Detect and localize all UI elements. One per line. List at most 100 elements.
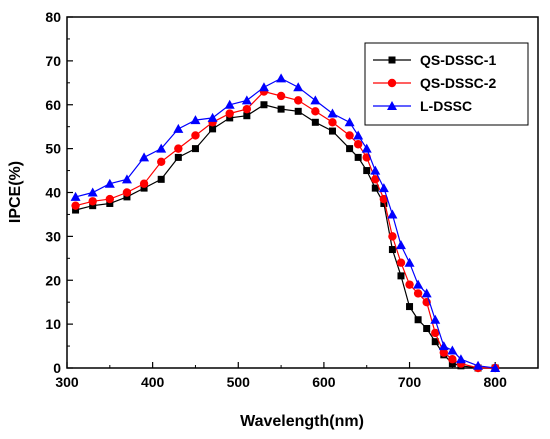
data-point bbox=[157, 157, 166, 166]
data-point bbox=[241, 95, 252, 105]
data-point bbox=[311, 107, 320, 116]
x-tick-label: 500 bbox=[227, 374, 251, 390]
series-qs-dssc-2 bbox=[71, 87, 500, 373]
data-point bbox=[395, 240, 406, 250]
data-point bbox=[421, 288, 432, 298]
data-point bbox=[276, 91, 286, 101]
data-point bbox=[207, 112, 218, 122]
data-point bbox=[371, 184, 379, 192]
data-point bbox=[431, 338, 439, 346]
data-point bbox=[70, 191, 81, 201]
series-l-dssc bbox=[70, 73, 501, 372]
data-point bbox=[139, 152, 150, 162]
data-point bbox=[396, 258, 406, 267]
axes-layer: 300 400 500 600 700 800 0 10 20 30 40 50 60 70 80 bbox=[45, 9, 507, 390]
data-point bbox=[174, 144, 183, 153]
y-tick-label: 50 bbox=[45, 141, 61, 157]
y-tick-label: 10 bbox=[45, 316, 61, 332]
data-point bbox=[225, 109, 234, 118]
data-point bbox=[353, 130, 364, 140]
legend-item: L-DSSC bbox=[373, 98, 472, 114]
data-point bbox=[293, 82, 304, 92]
data-point bbox=[354, 153, 362, 161]
data-point bbox=[378, 183, 389, 193]
data-point bbox=[405, 280, 414, 289]
data-point bbox=[439, 348, 448, 357]
data-point bbox=[89, 202, 97, 210]
data-point bbox=[191, 145, 199, 153]
data-point bbox=[242, 104, 252, 114]
data-point bbox=[387, 209, 398, 219]
data-point bbox=[361, 143, 372, 153]
data-point bbox=[404, 257, 415, 267]
data-point bbox=[72, 206, 80, 214]
data-point bbox=[277, 105, 285, 113]
y-tick-label: 40 bbox=[45, 185, 61, 201]
x-tick-label: 600 bbox=[312, 374, 336, 390]
data-point bbox=[105, 194, 115, 204]
series-layer bbox=[70, 73, 501, 373]
data-point bbox=[71, 201, 80, 210]
data-point bbox=[294, 107, 302, 115]
y-tick-label: 80 bbox=[45, 9, 61, 25]
data-point bbox=[406, 303, 414, 311]
data-point bbox=[414, 316, 422, 324]
data-point bbox=[190, 115, 201, 125]
x-axis-title: Wavelength(nm) bbox=[240, 413, 364, 430]
y-tick-label: 30 bbox=[45, 228, 61, 244]
y-tick-label: 60 bbox=[45, 97, 61, 113]
data-point bbox=[87, 187, 98, 197]
data-point bbox=[260, 101, 268, 109]
data-point bbox=[345, 131, 354, 140]
data-point bbox=[413, 279, 424, 289]
data-point bbox=[157, 175, 165, 183]
data-point bbox=[104, 178, 115, 188]
data-point bbox=[490, 363, 501, 372]
data-point bbox=[371, 175, 380, 184]
data-point bbox=[455, 354, 466, 364]
data-point bbox=[243, 112, 251, 120]
data-point bbox=[121, 174, 132, 184]
data-point bbox=[258, 82, 269, 92]
data-point bbox=[173, 123, 184, 133]
data-point bbox=[122, 188, 132, 197]
data-point bbox=[380, 199, 388, 207]
legend-item: QS-DSSC-1 bbox=[373, 52, 496, 68]
data-point bbox=[413, 289, 423, 298]
data-point bbox=[379, 194, 389, 204]
data-point bbox=[327, 108, 338, 118]
data-point bbox=[388, 232, 397, 241]
data-point bbox=[209, 125, 217, 133]
data-point bbox=[224, 99, 235, 109]
data-point bbox=[88, 197, 97, 206]
y-tick-label: 0 bbox=[53, 360, 61, 376]
series-line bbox=[75, 90, 496, 369]
data-point bbox=[423, 325, 431, 333]
data-point bbox=[174, 153, 182, 161]
y-axis-title: IPCE(%) bbox=[7, 161, 24, 223]
legend-marker bbox=[388, 56, 396, 64]
data-point bbox=[431, 328, 440, 338]
data-point bbox=[328, 127, 336, 135]
data-point bbox=[106, 199, 114, 207]
data-point bbox=[311, 118, 319, 126]
data-point bbox=[139, 179, 149, 188]
data-point bbox=[370, 165, 381, 175]
legend-marker bbox=[387, 78, 397, 88]
legend-label: QS-DSSC-2 bbox=[420, 75, 496, 91]
data-point bbox=[430, 314, 441, 324]
data-point bbox=[447, 345, 458, 355]
x-tick-label: 700 bbox=[398, 374, 422, 390]
data-point bbox=[140, 184, 148, 192]
data-point bbox=[123, 193, 131, 201]
x-tick-label: 400 bbox=[141, 374, 165, 390]
data-point bbox=[328, 118, 337, 127]
data-point bbox=[310, 95, 321, 105]
data-point bbox=[156, 143, 167, 153]
data-point bbox=[438, 341, 449, 351]
data-point bbox=[294, 96, 303, 105]
y-tick-label: 70 bbox=[45, 53, 61, 69]
legend-marker bbox=[387, 101, 397, 110]
y-tick-label: 20 bbox=[45, 272, 61, 288]
